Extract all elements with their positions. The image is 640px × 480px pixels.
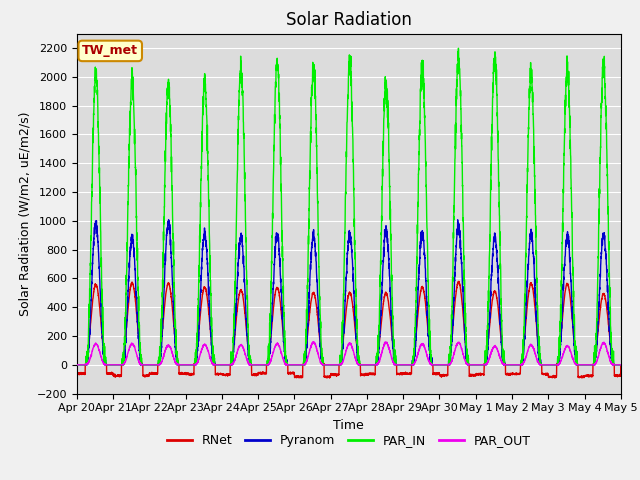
Pyranom	[441, 362, 449, 368]
PAR_OUT	[73, 362, 81, 368]
Pyranom	[164, 217, 172, 223]
PAR_IN	[617, 362, 625, 368]
PAR_OUT	[441, 362, 449, 368]
PAR_IN	[616, 362, 624, 368]
PAR_IN	[440, 362, 448, 368]
RNet	[326, 375, 333, 381]
RNet	[502, 372, 509, 377]
PAR_OUT	[471, 362, 479, 368]
Line: RNet: RNet	[77, 281, 621, 378]
Title: Solar Radiation: Solar Radiation	[286, 11, 412, 29]
Pyranom	[171, 329, 179, 335]
Pyranom	[73, 362, 81, 368]
PAR_OUT	[616, 362, 624, 368]
PAR_IN	[471, 362, 479, 368]
RNet	[616, 372, 624, 377]
Text: TW_met: TW_met	[82, 44, 138, 58]
Pyranom	[471, 362, 479, 368]
RNet	[617, 362, 625, 368]
PAR_IN	[73, 362, 81, 368]
X-axis label: Time: Time	[333, 419, 364, 432]
Pyranom	[329, 362, 337, 368]
RNet	[73, 371, 81, 376]
RNet	[171, 331, 179, 336]
RNet	[441, 373, 449, 379]
Line: Pyranom: Pyranom	[77, 220, 621, 365]
RNet	[329, 372, 337, 378]
Y-axis label: Solar Radiation (W/m2, uE/m2/s): Solar Radiation (W/m2, uE/m2/s)	[18, 111, 31, 316]
PAR_IN	[502, 362, 509, 368]
RNet	[471, 372, 479, 377]
RNet	[454, 278, 462, 284]
Pyranom	[502, 362, 509, 368]
Line: PAR_IN: PAR_IN	[77, 48, 621, 365]
PAR_IN	[328, 362, 336, 368]
PAR_OUT	[310, 339, 317, 345]
Line: PAR_OUT: PAR_OUT	[77, 342, 621, 365]
Pyranom	[617, 362, 625, 368]
PAR_OUT	[329, 362, 337, 368]
PAR_OUT	[502, 362, 509, 368]
PAR_IN	[171, 292, 179, 298]
PAR_OUT	[171, 358, 179, 363]
Pyranom	[616, 362, 624, 368]
Legend: RNet, Pyranom, PAR_IN, PAR_OUT: RNet, Pyranom, PAR_IN, PAR_OUT	[162, 429, 536, 452]
PAR_IN	[454, 46, 462, 51]
PAR_OUT	[617, 362, 625, 368]
